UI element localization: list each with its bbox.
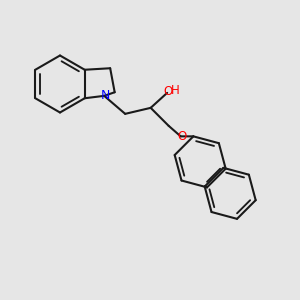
Text: H: H — [171, 84, 180, 97]
Text: O: O — [177, 130, 187, 143]
Text: N: N — [101, 89, 110, 102]
Text: O: O — [163, 85, 172, 98]
